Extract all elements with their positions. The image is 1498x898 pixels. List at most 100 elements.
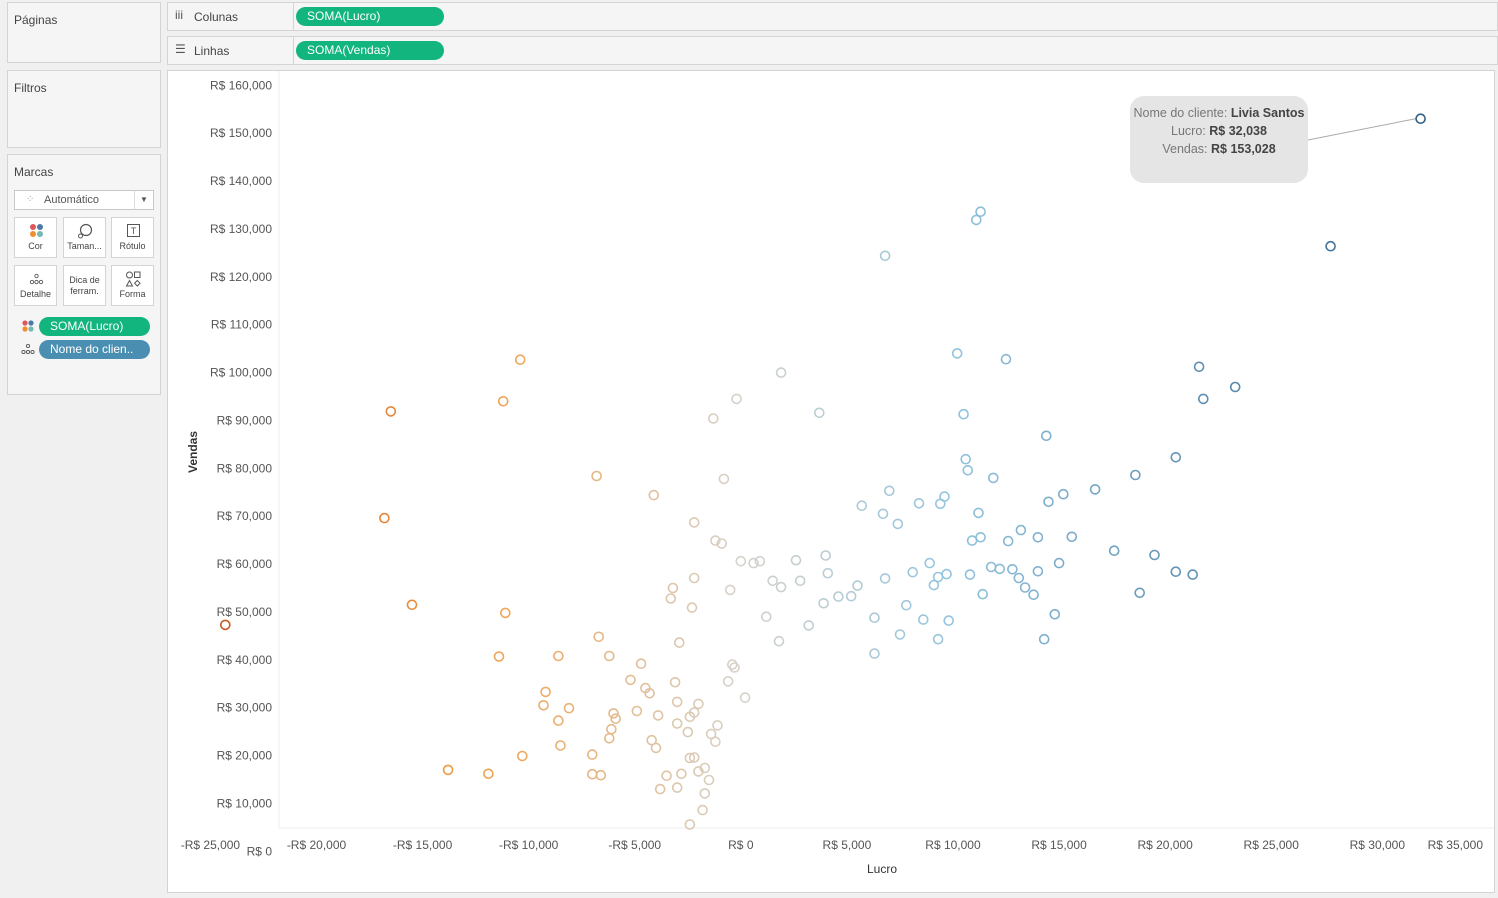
data-point[interactable]: [497, 395, 509, 407]
data-point[interactable]: [483, 768, 494, 780]
data-point[interactable]: [726, 659, 738, 670]
detail-field-pill[interactable]: Nome do clien..: [39, 340, 150, 359]
data-point[interactable]: [977, 588, 989, 600]
data-point[interactable]: [593, 631, 605, 643]
data-point[interactable]: [879, 573, 891, 584]
data-point[interactable]: [1108, 545, 1120, 557]
data-point[interactable]: [879, 250, 891, 262]
rows-shelf[interactable]: ☰ Linhas SOMA(Vendas): [167, 36, 1498, 65]
data-point[interactable]: [703, 774, 715, 786]
data-point[interactable]: [406, 599, 418, 611]
data-point[interactable]: [688, 752, 700, 763]
data-point[interactable]: [716, 538, 728, 549]
data-point[interactable]: [818, 597, 829, 609]
data-point[interactable]: [553, 650, 564, 662]
data-point[interactable]: [676, 768, 687, 780]
data-point[interactable]: [688, 517, 700, 528]
data-point[interactable]: [907, 566, 919, 578]
data-point[interactable]: [591, 470, 602, 482]
data-point[interactable]: [773, 635, 785, 647]
data-point[interactable]: [442, 764, 454, 776]
data-point[interactable]: [962, 464, 974, 476]
data-point[interactable]: [1028, 589, 1039, 601]
data-point[interactable]: [724, 584, 736, 596]
data-point[interactable]: [790, 554, 802, 566]
data-point[interactable]: [928, 579, 940, 591]
data-point[interactable]: [1193, 361, 1205, 373]
data-point[interactable]: [775, 367, 787, 378]
data-point[interactable]: [941, 568, 952, 580]
scatter-view[interactable]: R$ 0 R$ 10,000 R$ 20,000 R$ 30,000 R$ 40,000…: [167, 70, 1495, 893]
data-point[interactable]: [932, 571, 944, 583]
data-point[interactable]: [688, 572, 700, 584]
scatter-plot[interactable]: R$ 0 R$ 10,000 R$ 20,000 R$ 30,000 R$ 40,000…: [168, 71, 1494, 892]
data-point[interactable]: [822, 567, 834, 579]
data-point[interactable]: [1149, 549, 1160, 561]
data-point[interactable]: [1066, 531, 1078, 543]
data-point[interactable]: [729, 662, 740, 673]
data-point[interactable]: [625, 674, 636, 686]
data-point[interactable]: [775, 581, 787, 593]
color-button[interactable]: Cor: [14, 217, 57, 258]
data-point[interactable]: [631, 705, 643, 717]
data-point[interactable]: [760, 611, 772, 623]
data-point[interactable]: [869, 648, 880, 659]
data-point[interactable]: [646, 734, 658, 746]
rows-pill[interactable]: SOMA(Vendas): [296, 41, 444, 60]
data-points[interactable]: [219, 113, 1426, 830]
data-point[interactable]: [586, 768, 598, 780]
data-point[interactable]: [595, 769, 607, 781]
data-point[interactable]: [555, 740, 566, 751]
data-point[interactable]: [900, 599, 912, 611]
data-point[interactable]: [735, 555, 747, 567]
data-point[interactable]: [710, 736, 721, 748]
data-point[interactable]: [883, 485, 895, 497]
data-point[interactable]: [833, 591, 844, 602]
data-point[interactable]: [964, 569, 976, 580]
data-point[interactable]: [1040, 430, 1052, 442]
mark-type-dropdown[interactable]: ⁘ Automático ▼: [14, 190, 154, 210]
color-field-pill[interactable]: SOMA(Lucro): [39, 317, 150, 336]
data-point[interactable]: [1000, 353, 1012, 365]
data-point[interactable]: [1134, 587, 1146, 599]
data-point[interactable]: [1013, 572, 1025, 584]
data-point[interactable]: [606, 723, 617, 735]
data-point[interactable]: [652, 710, 664, 721]
data-point[interactable]: [994, 563, 1006, 575]
data-point[interactable]: [943, 615, 955, 626]
data-point[interactable]: [794, 575, 806, 587]
data-point[interactable]: [722, 676, 734, 687]
data-point[interactable]: [684, 819, 696, 830]
filters-card[interactable]: Filtros: [7, 70, 161, 148]
data-point[interactable]: [385, 406, 397, 417]
data-point[interactable]: [1043, 496, 1054, 508]
data-point[interactable]: [960, 453, 972, 465]
data-point[interactable]: [852, 580, 863, 591]
data-point[interactable]: [654, 783, 666, 795]
data-point[interactable]: [671, 696, 683, 708]
data-point[interactable]: [975, 531, 986, 543]
data-point[interactable]: [608, 708, 619, 719]
data-point[interactable]: [553, 715, 564, 726]
data-point[interactable]: [699, 762, 711, 774]
data-point[interactable]: [894, 629, 906, 640]
data-point[interactable]: [635, 658, 647, 670]
data-point[interactable]: [684, 711, 696, 723]
data-point[interactable]: [1053, 557, 1065, 569]
data-point[interactable]: [682, 726, 694, 738]
data-point[interactable]: [707, 413, 719, 424]
data-point[interactable]: [731, 393, 742, 405]
data-point[interactable]: [705, 728, 717, 740]
data-point[interactable]: [538, 699, 549, 711]
pages-card[interactable]: Páginas: [7, 2, 161, 63]
data-point[interactable]: [514, 354, 526, 366]
data-point[interactable]: [1002, 535, 1014, 547]
data-point[interactable]: [892, 518, 904, 530]
data-point[interactable]: [845, 590, 857, 602]
data-point[interactable]: [958, 408, 969, 420]
data-point[interactable]: [913, 497, 925, 509]
data-point[interactable]: [748, 557, 759, 569]
data-point[interactable]: [1032, 531, 1044, 543]
data-point[interactable]: [932, 633, 944, 645]
data-point[interactable]: [856, 500, 868, 512]
